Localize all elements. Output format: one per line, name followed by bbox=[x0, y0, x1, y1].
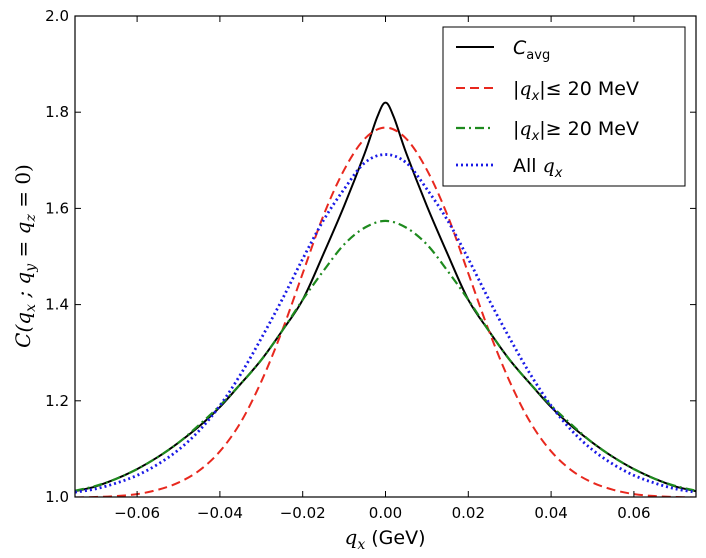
series-line-2 bbox=[75, 219, 696, 492]
y-tick-label: 1.4 bbox=[45, 296, 69, 314]
legend-box bbox=[442, 26, 686, 187]
series-line-3 bbox=[75, 153, 696, 494]
y-tick-label: 1.0 bbox=[45, 488, 69, 506]
y-tick-label: 2.0 bbox=[45, 7, 69, 25]
y-tick-label: 1.8 bbox=[45, 103, 69, 121]
x-axis-label: qx (GeV) bbox=[345, 525, 426, 553]
legend: Cavg |qx|≤ 20 MeV |qx|≥ 20 MeV All qx bbox=[442, 26, 686, 187]
series-line-1 bbox=[75, 126, 696, 497]
y-axis-label: C(qx ; qy = qz = 0) bbox=[11, 164, 39, 348]
x-tick-label: −0.02 bbox=[280, 504, 326, 522]
x-tick-label: −0.06 bbox=[114, 504, 160, 522]
x-tick-label: 0.06 bbox=[617, 504, 650, 522]
y-tick-label: 1.2 bbox=[45, 392, 69, 410]
x-tick-label: 0.04 bbox=[534, 504, 567, 522]
x-tick-label: 0.00 bbox=[369, 504, 402, 522]
y-tick-label: 1.6 bbox=[45, 199, 69, 217]
legend-label-all-qx: All qx bbox=[513, 155, 563, 181]
x-tick-label: −0.04 bbox=[197, 504, 243, 522]
x-tick-label: 0.02 bbox=[452, 504, 485, 522]
